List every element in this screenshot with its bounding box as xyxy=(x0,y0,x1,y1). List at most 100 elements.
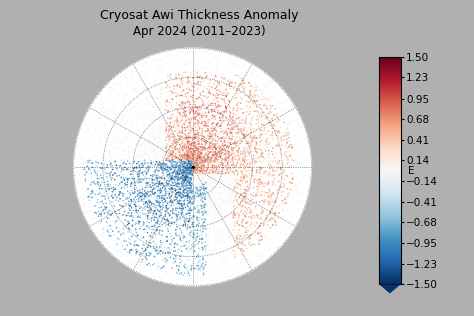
Point xyxy=(73,170,81,175)
Point xyxy=(189,170,197,175)
Point xyxy=(227,166,234,171)
Point xyxy=(244,100,252,105)
Point xyxy=(188,167,195,172)
Point xyxy=(191,149,199,155)
Point xyxy=(165,175,173,180)
Point xyxy=(283,137,291,142)
Point xyxy=(144,151,152,156)
Point xyxy=(170,152,177,157)
Point xyxy=(240,128,248,133)
Point xyxy=(224,151,232,156)
Point xyxy=(192,185,200,191)
Point xyxy=(168,113,176,118)
Point xyxy=(181,129,188,134)
Point xyxy=(139,124,146,129)
Point xyxy=(164,178,171,183)
Point xyxy=(246,95,254,100)
Point xyxy=(103,188,110,193)
Point xyxy=(276,186,284,191)
Point xyxy=(184,157,191,162)
Point xyxy=(152,191,159,196)
Point xyxy=(178,258,186,263)
Point xyxy=(210,159,218,164)
Point xyxy=(125,114,133,119)
Point xyxy=(94,234,101,239)
Point xyxy=(271,90,279,95)
Point xyxy=(145,94,152,99)
Point xyxy=(165,139,173,144)
Point xyxy=(127,108,134,113)
Point xyxy=(171,178,178,183)
Point xyxy=(206,168,214,173)
Point xyxy=(191,161,199,166)
Point xyxy=(218,151,225,156)
Point xyxy=(188,248,196,253)
Point xyxy=(212,168,220,173)
Point xyxy=(199,149,206,154)
Point xyxy=(278,143,285,148)
Point xyxy=(203,248,210,253)
Point xyxy=(184,174,191,179)
Point xyxy=(215,167,223,173)
Point xyxy=(209,121,216,126)
Point xyxy=(253,88,261,93)
Point xyxy=(288,226,295,231)
Point xyxy=(184,150,192,155)
Point xyxy=(202,185,210,191)
Point xyxy=(119,103,127,108)
Point xyxy=(150,246,158,251)
Point xyxy=(192,150,200,155)
Point xyxy=(191,99,198,104)
Point xyxy=(215,155,222,160)
Point xyxy=(193,145,201,150)
Point xyxy=(150,115,158,120)
Point xyxy=(248,160,255,165)
Point xyxy=(283,174,291,179)
Point xyxy=(206,139,214,144)
Point xyxy=(231,106,238,111)
Point xyxy=(207,266,214,271)
Point xyxy=(100,211,108,216)
Point xyxy=(220,136,228,141)
Point xyxy=(264,237,272,242)
Point xyxy=(213,157,220,162)
Point xyxy=(137,215,145,220)
Point xyxy=(91,128,99,133)
Point xyxy=(157,93,165,98)
Point xyxy=(295,199,303,204)
Point xyxy=(137,150,145,155)
Point xyxy=(159,86,166,91)
Point xyxy=(228,153,236,158)
Point xyxy=(191,165,198,170)
Point xyxy=(89,155,97,160)
Point xyxy=(218,136,225,141)
Point xyxy=(201,122,209,127)
Point xyxy=(198,237,205,242)
Point xyxy=(219,219,227,224)
Point xyxy=(278,193,285,198)
Point xyxy=(203,167,211,173)
Point xyxy=(173,168,181,173)
Point xyxy=(128,79,135,84)
Point xyxy=(225,77,232,82)
Point xyxy=(255,164,263,169)
Point xyxy=(175,172,183,177)
Point xyxy=(184,157,191,162)
Point xyxy=(163,146,170,151)
Point xyxy=(162,85,170,90)
Point xyxy=(171,168,178,173)
Point xyxy=(123,106,131,112)
Point xyxy=(242,149,250,155)
Point xyxy=(176,176,183,181)
Point xyxy=(141,162,148,167)
Point xyxy=(185,79,193,84)
Point xyxy=(195,253,202,258)
Point xyxy=(154,228,161,233)
Point xyxy=(143,176,150,181)
Point xyxy=(238,131,246,137)
Point xyxy=(147,95,155,100)
Point xyxy=(192,164,200,169)
Point xyxy=(168,190,176,195)
Point xyxy=(299,200,307,205)
Point xyxy=(188,164,196,169)
